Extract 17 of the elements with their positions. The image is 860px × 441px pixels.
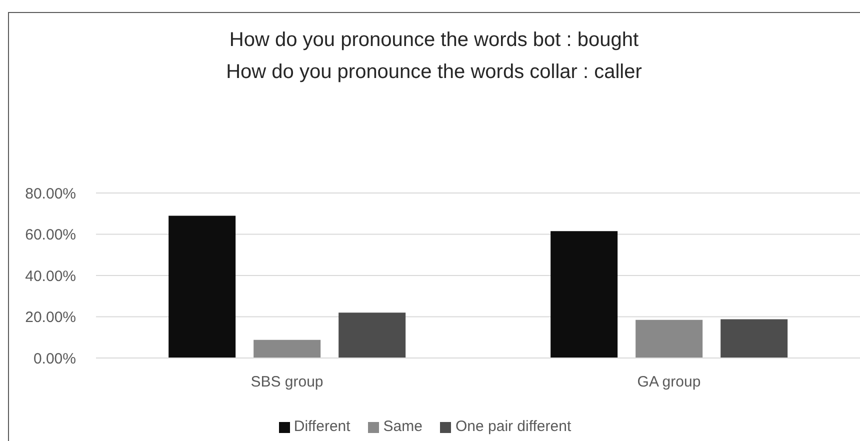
legend-label: Same <box>383 418 422 435</box>
x-tick-label: GA group <box>637 374 701 391</box>
bar <box>550 231 618 358</box>
y-tick-label: 20.00% <box>25 309 76 326</box>
x-tick-label: SBS group <box>250 374 324 391</box>
bar <box>338 312 406 358</box>
y-tick-label: 0.00% <box>33 350 76 368</box>
y-tick-label: 60.00% <box>25 226 76 244</box>
bar <box>168 216 236 358</box>
chart-title: How do you pronounce the words bot : bought How do you pronounce the words collar : caller <box>225 28 643 85</box>
y-tick-label: 80.00% <box>25 185 76 202</box>
y-tick-label: 40.00% <box>25 268 76 285</box>
legend-label: One pair different <box>455 418 572 435</box>
bar <box>720 319 788 358</box>
legend-label: Different <box>294 418 350 435</box>
bar <box>254 340 321 358</box>
bar <box>636 320 703 358</box>
